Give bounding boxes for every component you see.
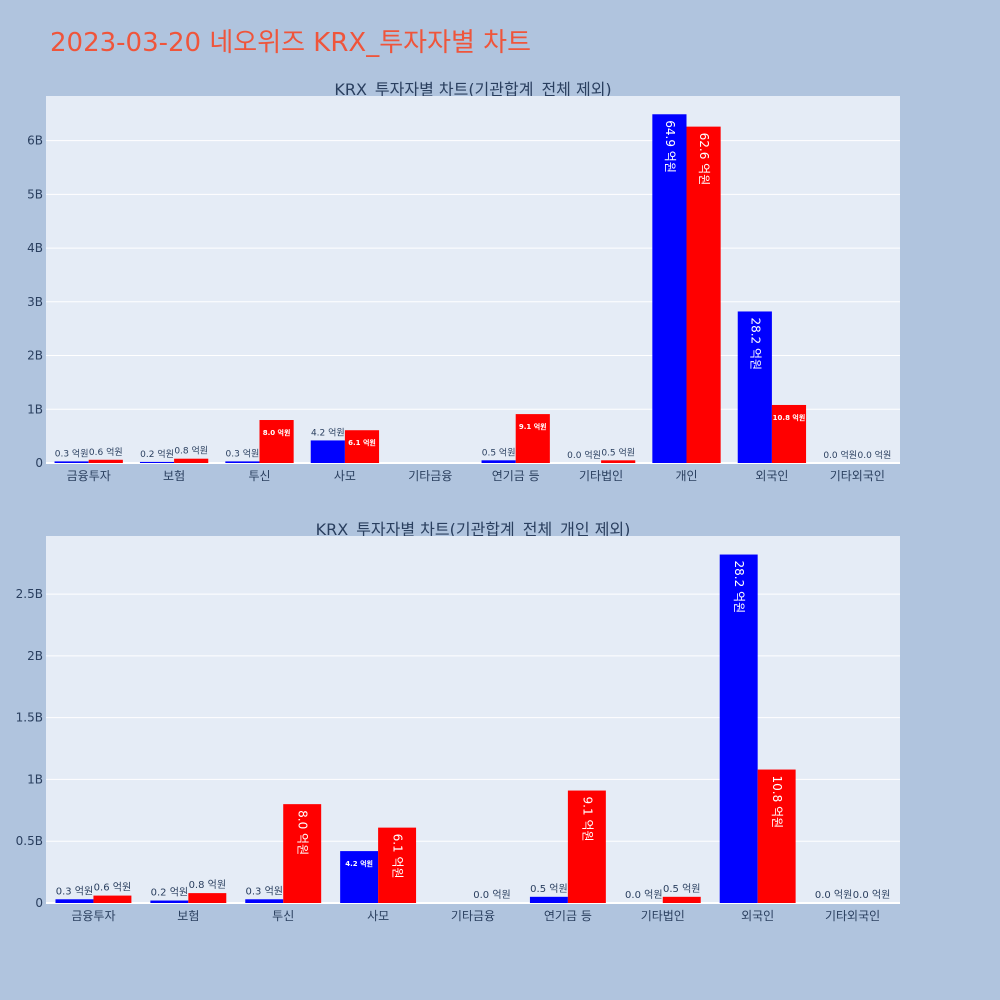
chart-1-bar bbox=[344, 430, 380, 463]
chart-1-data-label: 0.5 억원 bbox=[482, 446, 516, 458]
chart-2-bar bbox=[757, 769, 796, 903]
chart-1-x-tick-label: 보험 bbox=[163, 469, 185, 483]
chart-1-y-tick-label: 5B bbox=[27, 187, 43, 201]
chart-2-y-tick-label: 1.5B bbox=[16, 711, 43, 725]
chart-1-x-tick-label: 사모 bbox=[334, 469, 356, 483]
chart-1-bar bbox=[515, 414, 550, 463]
chart-1-bar bbox=[88, 459, 123, 463]
chart-1-data-label: 0.3 억원 bbox=[55, 447, 89, 459]
chart-1-bar bbox=[225, 461, 260, 463]
chart-1-y-tick-label: 1B bbox=[27, 402, 43, 416]
chart-2-data-label: 0.0 억원 bbox=[815, 889, 852, 901]
chart-1-data-label: 10.8 억원 bbox=[773, 413, 806, 422]
chart-1-data-label: 4.2 억원 bbox=[311, 426, 345, 438]
page-title: 2023-03-20 네오위즈 KRX_투자자별 차트 bbox=[50, 28, 532, 58]
chart-2-bar bbox=[55, 899, 94, 903]
chart-1-data-label: 28.2 억원 bbox=[748, 317, 762, 370]
chart-1-data-label: 8.0 억원 bbox=[263, 428, 291, 437]
chart-1-data-label: 0.8 억원 bbox=[174, 445, 208, 457]
chart-1-x-tick-label: 투신 bbox=[248, 469, 270, 483]
chart-2-x-tick-label: 금융투자 bbox=[71, 909, 115, 923]
chart-1-y-tick-label: 2B bbox=[27, 349, 43, 363]
chart-1-x-tick-label: 개인 bbox=[675, 469, 697, 483]
chart-1-title: KRX_투자자별 차트(기관합계_전체 제외) bbox=[334, 80, 611, 100]
chart-2-y-tick-label: 0 bbox=[35, 896, 43, 910]
chart-2-bar bbox=[378, 827, 417, 903]
chart-2-x-tick-label: 연기금 등 bbox=[544, 909, 592, 923]
chart-2-bar bbox=[340, 851, 379, 903]
chart-2-x-tick-label: 보험 bbox=[177, 909, 199, 923]
chart-1-data-label: 0.5 억원 bbox=[601, 446, 635, 458]
chart-1-data-label: 0.2 억원 bbox=[140, 448, 174, 460]
chart-1-data-label: 0.0 억원 bbox=[858, 449, 892, 461]
chart-1-bar bbox=[259, 420, 294, 463]
chart-2-bar bbox=[188, 893, 227, 903]
chart-2-x-tick-label: 기타금융 bbox=[451, 909, 495, 923]
chart-2-data-label: 0.5 억원 bbox=[530, 883, 567, 895]
chart-2-y-tick-label: 2.5B bbox=[16, 587, 43, 601]
chart-2-title: KRX_투자자별 차트(기관합계_전체_개인 제외) bbox=[316, 520, 631, 540]
chart-1-data-label: 0.0 억원 bbox=[567, 449, 601, 461]
chart-2-x-tick-label: 외국인 bbox=[741, 909, 774, 923]
chart-1-bar bbox=[174, 458, 209, 463]
chart-2-data-label: 0.0 억원 bbox=[853, 889, 890, 901]
chart-1-x-tick-label: 연기금 등 bbox=[492, 469, 540, 483]
chart-1-data-label: 62.6 억원 bbox=[697, 133, 711, 186]
chart-2-data-label: 8.0 억원 bbox=[296, 810, 310, 855]
chart-1-data-label: 0.3 억원 bbox=[226, 447, 260, 459]
chart-2-data-label: 28.2 억원 bbox=[732, 561, 746, 614]
chart-1-bar bbox=[139, 461, 175, 463]
chart-2-x-tick-label: 기타법인 bbox=[641, 909, 685, 923]
chart-2-x-tick-label: 사모 bbox=[367, 909, 389, 923]
chart-2-data-label: 6.1 억원 bbox=[391, 834, 405, 879]
chart-1-data-label: 0.0 억원 bbox=[823, 449, 857, 461]
chart-1-bar bbox=[686, 126, 721, 463]
chart-1-data-label: 0.6 억원 bbox=[89, 446, 123, 458]
chart-2-data-label: 0.0 억원 bbox=[625, 889, 662, 901]
chart-2-bar bbox=[150, 900, 189, 903]
chart-2-x-tick-label: 기타외국인 bbox=[825, 909, 880, 923]
chart-2-data-label: 0.2 억원 bbox=[151, 887, 188, 899]
chart-1-x-tick-label: 기타금융 bbox=[408, 469, 452, 483]
chart-1-bar bbox=[601, 460, 636, 463]
chart-2-bar bbox=[567, 790, 606, 903]
chart-2-y-tick-label: 2B bbox=[27, 649, 43, 663]
chart-1-x-tick-label: 기타법인 bbox=[579, 469, 623, 483]
chart-1-bar bbox=[481, 460, 516, 463]
chart-2-bar bbox=[245, 899, 284, 903]
chart-2-x-tick-label: 투신 bbox=[272, 909, 294, 923]
chart-2-data-label: 4.2 억원 bbox=[345, 859, 373, 868]
chart-2-bar bbox=[529, 896, 568, 903]
chart-1-x-tick-label: 기타외국인 bbox=[830, 469, 885, 483]
chart-1-bar bbox=[737, 311, 772, 463]
chart-1-y-tick-label: 6B bbox=[27, 134, 43, 148]
chart-2-data-label: 0.3 억원 bbox=[246, 885, 283, 897]
chart-1-y-tick-label: 3B bbox=[27, 295, 43, 309]
chart-2-y-tick-label: 1B bbox=[27, 772, 43, 786]
chart-1-x-tick-label: 금융투자 bbox=[67, 469, 111, 483]
chart-1-bar bbox=[652, 114, 687, 463]
chart-2-data-label: 0.0 억원 bbox=[473, 889, 510, 901]
chart-1-bar bbox=[54, 461, 89, 463]
chart-2-bar bbox=[283, 804, 322, 903]
chart-1-bar bbox=[310, 440, 345, 463]
chart-2-data-label: 10.8 억원 bbox=[770, 776, 784, 829]
chart-2-data-label: 0.5 억원 bbox=[663, 883, 700, 895]
chart-2-data-label: 0.8 억원 bbox=[189, 879, 226, 891]
chart-2-y-tick-label: 0.5B bbox=[16, 834, 43, 848]
chart-1-bar bbox=[771, 404, 807, 463]
chart-1-y-tick-label: 0 bbox=[35, 456, 43, 470]
chart-2-bar bbox=[93, 895, 132, 903]
chart-2-bar bbox=[662, 896, 701, 903]
chart-2-data-label: 9.1 억원 bbox=[580, 797, 594, 842]
chart-1-data-label: 64.9 억원 bbox=[663, 120, 677, 173]
chart-1-data-label: 9.1 억원 bbox=[519, 422, 547, 431]
chart-2-bar bbox=[719, 554, 758, 903]
chart-1-x-tick-label: 외국인 bbox=[755, 469, 788, 483]
chart-2-data-label: 0.6 억원 bbox=[94, 882, 131, 894]
chart-1-data-label: 6.1 억원 bbox=[348, 438, 376, 447]
chart-1-y-tick-label: 4B bbox=[27, 241, 43, 255]
chart-2-data-label: 0.3 억원 bbox=[56, 885, 93, 897]
